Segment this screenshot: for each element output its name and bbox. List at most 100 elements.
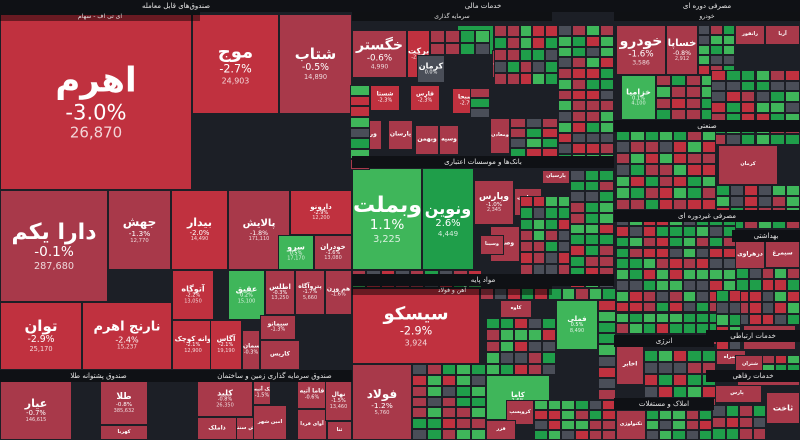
mosaic-cell[interactable] xyxy=(547,410,562,420)
mosaic-cell[interactable] xyxy=(426,374,442,386)
mosaic-cell[interactable] xyxy=(545,229,558,241)
mosaic-cell[interactable] xyxy=(761,290,775,303)
tile-1[interactable]: موج -2.7% 24,903 xyxy=(192,14,279,114)
mosaic-cell[interactable] xyxy=(761,268,775,280)
mosaic-cell[interactable] xyxy=(520,196,533,208)
mosaic-cell[interactable] xyxy=(557,196,570,208)
mosaic-cell[interactable] xyxy=(642,323,656,335)
mosaic-cell[interactable] xyxy=(616,152,631,165)
mosaic-cell[interactable] xyxy=(658,386,673,398)
mosaic-cell[interactable] xyxy=(644,152,659,165)
mosaic-cell[interactable] xyxy=(786,196,800,207)
mosaic-cell[interactable] xyxy=(600,46,614,58)
mosaic-cell[interactable] xyxy=(755,102,771,113)
mosaic-cell[interactable] xyxy=(698,25,711,35)
mosaic-cell[interactable] xyxy=(673,198,688,210)
mosaic-cell[interactable] xyxy=(716,185,730,196)
mosaic-cell[interactable] xyxy=(584,212,600,224)
mosaic-cell[interactable] xyxy=(616,247,630,259)
mosaic-cell[interactable] xyxy=(545,49,558,61)
mosaic-cell[interactable] xyxy=(658,164,674,176)
mosaic-cell[interactable] xyxy=(698,65,711,75)
mosaic-cell[interactable] xyxy=(520,207,533,219)
mosaic-cell[interactable] xyxy=(696,258,710,270)
mosaic-cell[interactable] xyxy=(725,80,741,92)
mosaic-cell[interactable] xyxy=(669,301,683,313)
tile-29[interactable]: آوای فردا xyxy=(297,409,327,440)
mosaic-cell[interactable] xyxy=(350,127,370,139)
mosaic-cell[interactable] xyxy=(588,410,603,420)
mosaic-cell[interactable] xyxy=(722,236,736,248)
mosaic-cell[interactable] xyxy=(722,247,736,259)
mosaic-cell[interactable] xyxy=(787,268,800,280)
mosaic-cell[interactable] xyxy=(770,102,786,113)
mosaic-cell[interactable] xyxy=(506,73,520,85)
mosaic-cell[interactable] xyxy=(616,290,630,302)
tile-23[interactable]: طلا -0.8% 385,632 xyxy=(100,381,148,425)
mosaic-cell[interactable] xyxy=(486,352,500,364)
mosaic-cell[interactable] xyxy=(658,175,674,188)
mosaic-cell[interactable] xyxy=(642,258,656,270)
mosaic-cell[interactable] xyxy=(526,118,542,128)
mosaic-cell[interactable] xyxy=(686,97,701,109)
mosaic-cell[interactable] xyxy=(602,420,616,430)
mosaic-cell[interactable] xyxy=(561,400,575,410)
mosaic-cell[interactable] xyxy=(761,279,775,291)
mosaic-cell[interactable] xyxy=(598,311,616,323)
mosaic-cell[interactable] xyxy=(774,313,788,325)
mosaic-cell[interactable] xyxy=(534,410,548,420)
mosaic-cell[interactable] xyxy=(656,280,670,291)
mosaic-cell[interactable] xyxy=(725,70,741,81)
mosaic-cell[interactable] xyxy=(570,223,585,235)
mosaic-cell[interactable] xyxy=(710,55,723,65)
mosaic-cell[interactable] xyxy=(519,61,533,73)
mosaic-cell[interactable] xyxy=(412,429,427,440)
mosaic-cell[interactable] xyxy=(656,247,670,259)
mosaic-cell[interactable] xyxy=(547,400,562,410)
mosaic-cell[interactable] xyxy=(600,89,614,101)
mosaic-cell[interactable] xyxy=(526,138,542,148)
mosaic-cell[interactable] xyxy=(722,35,735,45)
mosaic-cell[interactable] xyxy=(532,252,545,264)
mosaic-cell[interactable] xyxy=(557,207,570,219)
mosaic-cell[interactable] xyxy=(642,269,656,280)
tile-11[interactable]: نارنج اهرم -2.4% 15,237 xyxy=(82,302,172,370)
mosaic-cell[interactable] xyxy=(441,374,457,386)
mosaic-cell[interactable] xyxy=(570,202,585,213)
mosaic-cell[interactable] xyxy=(600,25,614,36)
mosaic-cell[interactable] xyxy=(642,280,656,291)
mosaic-cell[interactable] xyxy=(748,290,762,303)
mosaic-cell[interactable] xyxy=(584,170,600,181)
mosaic-cell[interactable] xyxy=(558,25,572,36)
mosaic-cell[interactable] xyxy=(528,340,542,353)
mosaic-cell[interactable] xyxy=(787,302,800,314)
mosaic-cell[interactable] xyxy=(725,91,741,103)
mosaic-cell[interactable] xyxy=(642,236,656,248)
mosaic-cell[interactable] xyxy=(682,236,696,248)
tile-54[interactable]: سیسکو -2.9% 3,924 xyxy=(352,288,480,364)
mosaic-cell[interactable] xyxy=(658,141,674,153)
mosaic-cell[interactable] xyxy=(506,25,520,37)
mosaic-cell[interactable] xyxy=(701,386,716,398)
tile-7[interactable]: دارونو -2.9% 12,200 xyxy=(290,190,352,235)
mosaic-cell[interactable] xyxy=(722,55,735,65)
mosaic-cell[interactable] xyxy=(586,35,600,47)
tile-56[interactable]: فملی 0.5% 8,490 xyxy=(556,300,598,350)
mosaic-cell[interactable] xyxy=(350,106,370,117)
mosaic-cell[interactable] xyxy=(471,374,486,386)
mosaic-cell[interactable] xyxy=(561,430,575,440)
mosaic-cell[interactable] xyxy=(532,61,546,73)
mosaic-cell[interactable] xyxy=(629,258,643,270)
mosaic-cell[interactable] xyxy=(739,416,753,429)
mosaic-cell[interactable] xyxy=(575,430,589,440)
mosaic-cell[interactable] xyxy=(598,322,616,334)
mosaic-cell[interactable] xyxy=(644,164,659,176)
mosaic-cell[interactable] xyxy=(740,70,756,81)
tile-17[interactable]: وانه کوچک -2.1% 12,900 xyxy=(172,320,214,370)
mosaic-cell[interactable] xyxy=(572,143,586,155)
mosaic-cell[interactable] xyxy=(710,45,723,55)
tile-22[interactable]: عیار -0.7% 146,615 xyxy=(0,381,72,440)
mosaic-cell[interactable] xyxy=(629,290,643,302)
mosaic-cell[interactable] xyxy=(412,396,427,408)
mosaic-cell[interactable] xyxy=(701,164,716,176)
